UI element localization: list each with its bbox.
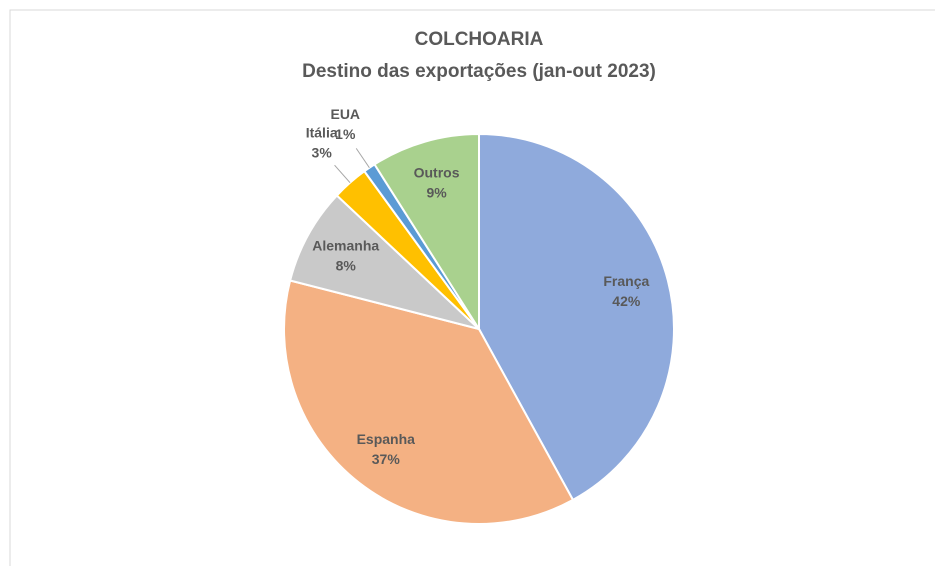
pie-slice (288, 194, 480, 330)
chart-title: COLCHOARIA (415, 29, 544, 50)
chart-subtitle: Destino das exportações (jan-out 2023) (302, 61, 656, 82)
data-label-name: Outros (414, 165, 460, 181)
data-label-value: 8% (336, 257, 357, 273)
data-label-value: 42% (612, 293, 641, 309)
data-label-name: França (603, 273, 649, 289)
data-label-name: Itália (306, 124, 338, 140)
data-label-name: Alemanha (312, 237, 379, 253)
chart-border (9, 9, 935, 566)
data-label-value: 37% (372, 451, 401, 467)
pie-slice (283, 279, 575, 525)
data-label-name: Espanha (357, 431, 416, 447)
leader-line (355, 148, 370, 169)
data-label-value: 9% (426, 185, 447, 201)
data-label-value: 1% (335, 126, 356, 142)
pie-slice (478, 132, 675, 502)
data-label-value: 3% (312, 144, 333, 160)
pie-slice (373, 132, 480, 333)
leader-line (334, 164, 351, 184)
data-label-name: EUA (330, 106, 360, 122)
